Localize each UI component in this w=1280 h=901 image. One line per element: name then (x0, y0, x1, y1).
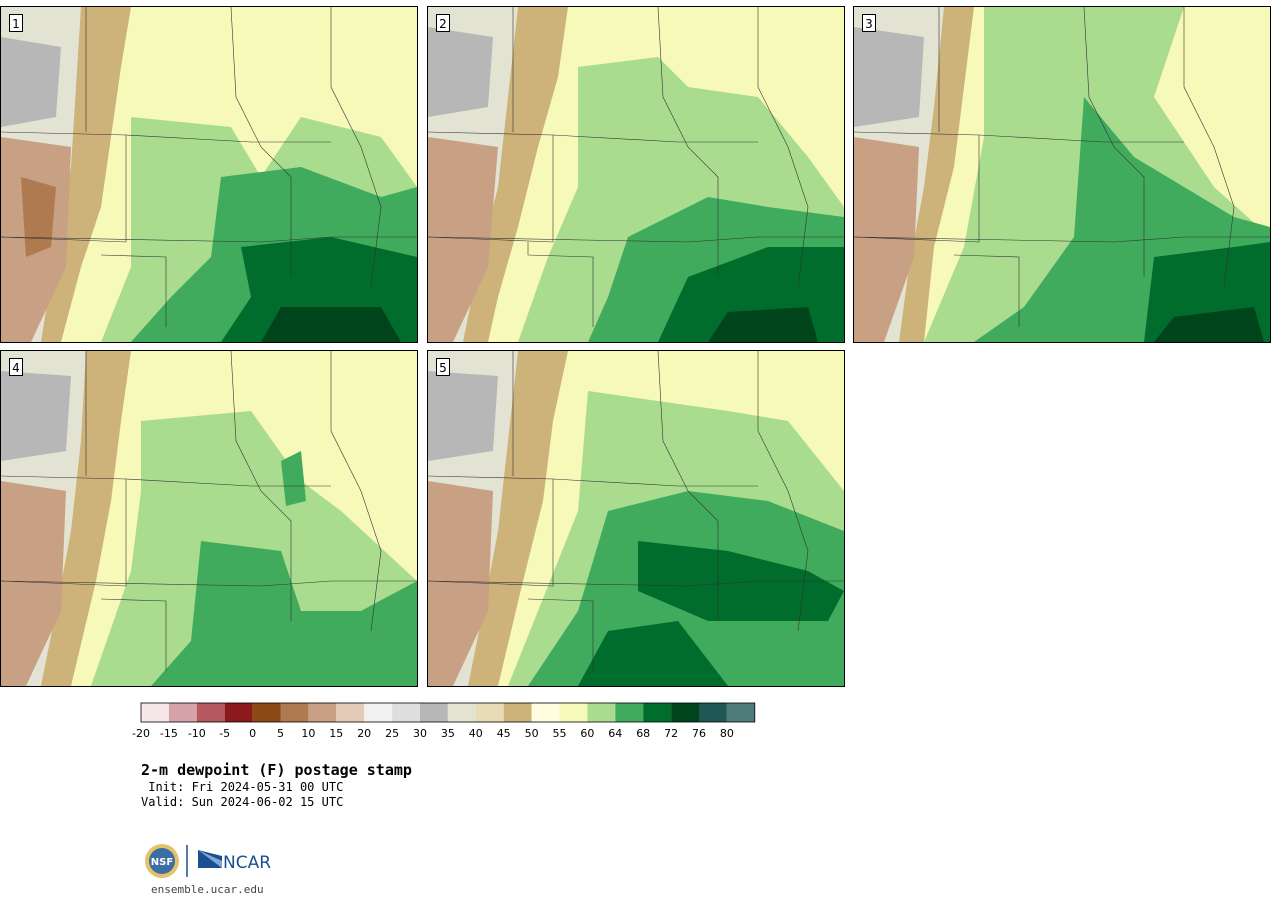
colorbar-swatch (280, 703, 309, 722)
site-url: ensemble.ucar.edu (151, 883, 264, 896)
colorbar-tick-label: 25 (385, 727, 400, 740)
nsf-logo-icon: NSF (145, 844, 179, 878)
svg-text:NSF: NSF (151, 857, 173, 868)
colorbar-tick-label: 40 (468, 727, 483, 740)
colorbar-tick-label: 30 (413, 727, 427, 740)
colorbar-swatch (615, 703, 644, 722)
colorbar-swatch (531, 703, 560, 722)
colorbar-tick-label: 60 (580, 727, 595, 740)
colorbar-swatch (475, 703, 504, 722)
colorbar-tick-label: 15 (329, 727, 344, 740)
colorbar-swatch (168, 703, 197, 722)
ncar-logo-icon: NCAR (198, 850, 271, 873)
map-panel-1: 1 (0, 6, 418, 343)
colorbar-tick-label: 72 (664, 727, 679, 740)
colorbar (140, 702, 756, 723)
state-borders (1, 7, 417, 327)
colorbar-swatch (671, 703, 699, 722)
colorbar-tick-label: 10 (301, 727, 316, 740)
dewpoint-map-5 (428, 351, 844, 686)
colorbar-swatch (420, 703, 448, 722)
dewpoint-map-3 (854, 7, 1270, 342)
colorbar-tick-label: 55 (552, 727, 567, 740)
dewpoint-map-4 (1, 351, 417, 686)
colorbar-tick-label: -20 (132, 727, 150, 740)
map-panel-5: 5 (427, 350, 845, 687)
logos: NSF NCAR (144, 843, 274, 879)
colorbar-swatch (196, 703, 225, 722)
svg-text:NCAR: NCAR (223, 853, 271, 873)
member-label: 2 (436, 14, 450, 32)
colorbar-tick-label: 50 (524, 727, 539, 740)
state-borders (428, 7, 844, 327)
member-label: 3 (862, 14, 876, 32)
state-borders (854, 7, 1270, 327)
colorbar-swatch (726, 703, 755, 722)
colorbar-tick-label: 80 (719, 727, 734, 740)
colorbar-tick-label: -15 (159, 727, 178, 740)
map-title: 2-m dewpoint (F) postage stamp (141, 761, 412, 779)
state-borders (1, 351, 417, 671)
colorbar-swatch (308, 703, 337, 722)
map-panel-3: 3 (853, 6, 1271, 343)
colorbar-tick-label: 35 (440, 727, 455, 740)
member-label: 4 (9, 358, 23, 376)
colorbar-tick-label: -10 (187, 727, 206, 740)
colorbar-tick-label: 0 (249, 727, 257, 740)
dewpoint-map-1 (1, 7, 417, 342)
dewpoint-map-2 (428, 7, 844, 342)
colorbar-tick-label: 64 (608, 727, 623, 740)
colorbar-tick-label: 45 (496, 727, 511, 740)
colorbar-swatch (141, 703, 169, 722)
colorbar-tick-label: 76 (692, 727, 706, 740)
nsf-ncar-logo: NSF NCAR (145, 844, 271, 878)
state-borders (428, 351, 844, 671)
colorbar-swatch (392, 703, 420, 722)
member-label: 5 (436, 358, 450, 376)
colorbar-tick-label: -5 (219, 727, 231, 740)
colorbar-swatch (224, 703, 253, 722)
valid-time: Valid: Sun 2024-06-02 15 UTC (141, 795, 344, 809)
colorbar-swatch (587, 703, 616, 722)
colorbar-swatch (252, 703, 281, 722)
colorbar-swatch (699, 703, 727, 722)
colorbar-swatch (643, 703, 672, 722)
colorbar-swatch (447, 703, 476, 722)
init-time: Init: Fri 2024-05-31 00 UTC (141, 780, 344, 794)
colorbar-swatch (336, 703, 365, 722)
colorbar-tick-label: 20 (357, 727, 372, 740)
colorbar-swatch (364, 703, 393, 722)
colorbar-swatch (559, 703, 588, 722)
colorbar-swatch (503, 703, 532, 722)
colorbar-tick-label: 68 (636, 727, 651, 740)
member-label: 1 (9, 14, 23, 32)
colorbar-tick-label: 5 (277, 727, 284, 740)
map-panel-2: 2 (427, 6, 845, 343)
map-panel-4: 4 (0, 350, 418, 687)
